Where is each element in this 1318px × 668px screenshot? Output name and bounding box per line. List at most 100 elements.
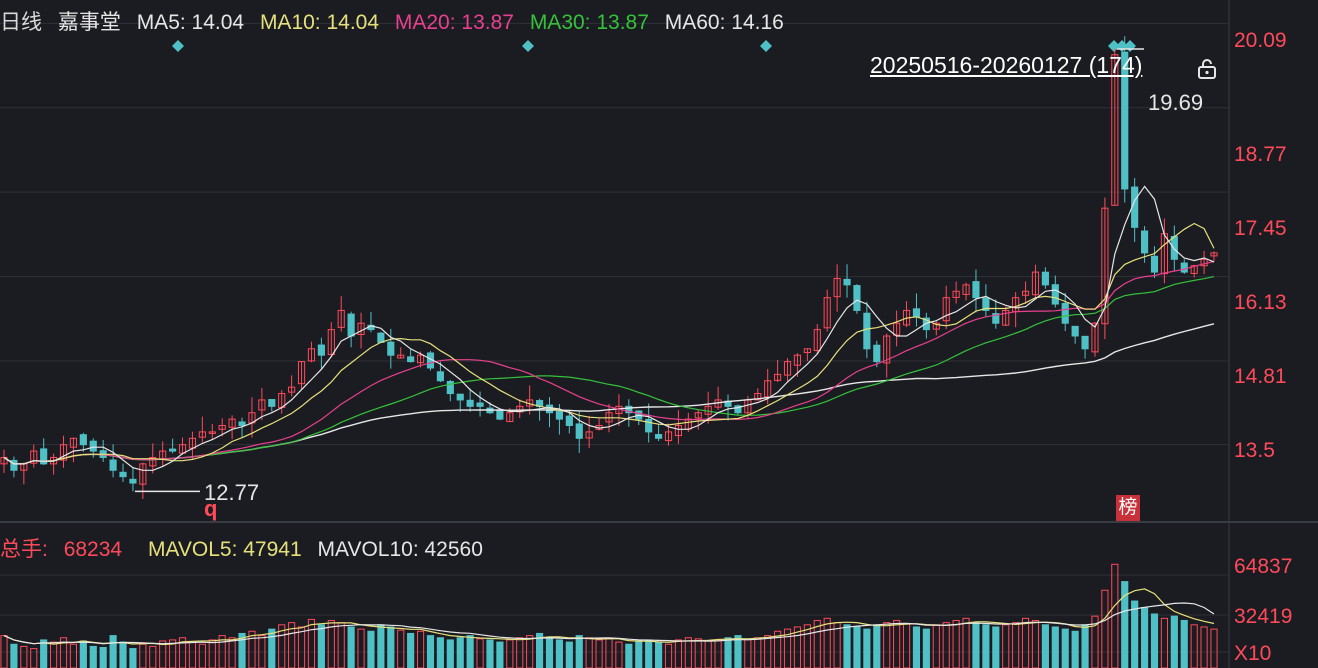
candle-body-79	[783, 361, 792, 376]
volume-bar-46	[456, 637, 464, 668]
candle-body-3	[30, 450, 38, 464]
candle-body-109	[1081, 335, 1089, 350]
candle-body-35	[347, 313, 355, 337]
candle-body-26	[258, 399, 266, 411]
candle-body-39	[387, 341, 395, 356]
period-label[interactable]: 日线	[0, 11, 42, 34]
volume-bar-73	[724, 637, 732, 668]
bang-marker[interactable]: 榜	[1116, 495, 1140, 521]
volume-bar-65	[645, 639, 653, 668]
volume-bar-89	[883, 622, 891, 668]
volume-bar-36	[357, 628, 365, 668]
candle-body-83	[823, 297, 831, 329]
volume-bar-14	[139, 643, 147, 668]
price-tick-0: 20.09	[1234, 29, 1287, 52]
volume-bar-68	[674, 639, 683, 668]
candle-body-95	[942, 297, 950, 322]
candle-body-24	[238, 421, 246, 427]
volume-tick-0: 64837	[1234, 555, 1293, 578]
candle-body-76	[754, 393, 762, 401]
candle-body-66	[655, 434, 663, 439]
volume-bar-120	[1190, 624, 1198, 668]
date-range-label[interactable]: 20250516-20260127 (174)	[870, 52, 1143, 78]
volume-bar-80	[793, 626, 802, 668]
candle-body-104	[1031, 271, 1040, 296]
ma20-label: MA20: 13.87	[394, 11, 514, 34]
high-price-label: 19.69	[1148, 90, 1204, 115]
volume-bar-109	[1081, 624, 1089, 668]
total-volume-value: 68234	[63, 538, 123, 561]
volume-bar-25	[248, 630, 256, 668]
candle-body-21	[208, 431, 216, 434]
ma60-label: MA60: 14.16	[664, 11, 784, 34]
candle-body-29	[288, 386, 296, 393]
candle-body-4	[40, 448, 48, 465]
candle-body-90	[893, 322, 901, 336]
volume-bar-27	[268, 628, 276, 668]
candle-body-9	[89, 440, 97, 452]
volume-bar-119	[1180, 619, 1188, 668]
volume-bar-49	[486, 639, 494, 668]
event-marker-0	[172, 40, 184, 52]
candle-body-51	[506, 412, 514, 423]
total-label-text: 总手:	[0, 538, 48, 561]
volume-bar-19	[188, 641, 197, 668]
ma5-label: MA5: 14.04	[136, 11, 245, 34]
candle-body-44	[436, 371, 444, 382]
volume-bar-61	[605, 638, 613, 668]
volume-bar-98	[972, 622, 980, 668]
event-marker-5	[1124, 40, 1136, 52]
volume-bar-2	[20, 645, 28, 668]
candle-body-89	[883, 335, 891, 364]
volume-bar-106	[1051, 626, 1059, 668]
candle-body-12	[119, 471, 127, 478]
volume-bar-121	[1200, 626, 1208, 668]
candle-body-45	[446, 381, 454, 395]
candle-body-14	[139, 463, 147, 485]
candle-body-110	[1091, 322, 1099, 353]
volume-bar-48	[476, 638, 484, 668]
volume-bar-75	[744, 639, 752, 668]
ma30-label: MA30: 13.87	[529, 11, 649, 34]
volume-bar-67	[664, 643, 673, 668]
candle-body-34	[337, 309, 345, 328]
volume-bar-51	[506, 639, 514, 668]
candle-body-81	[803, 348, 811, 353]
volume-bar-3	[30, 648, 38, 668]
volume-bar-107	[1061, 628, 1069, 668]
volume-bar-50	[496, 641, 504, 668]
volume-bar-115	[1140, 607, 1149, 668]
candle-body-113	[1121, 51, 1129, 190]
volume-bar-114	[1131, 600, 1139, 668]
candle-body-116	[1150, 255, 1159, 273]
candle-body-7	[69, 437, 78, 448]
candle-body-119	[1180, 262, 1188, 273]
volume-bar-10	[99, 646, 107, 668]
volume-bar-108	[1071, 630, 1079, 668]
candle-body-32	[317, 344, 325, 356]
candle-body-23	[228, 418, 236, 428]
event-marker-2	[760, 40, 772, 52]
candle-body-98	[972, 281, 980, 299]
candle-body-17	[169, 448, 177, 452]
candle-body-41	[407, 356, 415, 363]
volume-bar-76	[754, 637, 762, 668]
candle-body-11	[109, 459, 117, 471]
candle-body-57	[565, 415, 573, 427]
volume-bar-21	[208, 639, 216, 668]
candle-body-108	[1071, 325, 1079, 337]
volume-bar-60	[595, 639, 603, 668]
candle-body-8	[79, 434, 87, 446]
volume-bar-20	[198, 643, 206, 668]
candle-body-42	[416, 354, 425, 364]
candle-body-105	[1041, 271, 1049, 286]
volume-bar-52	[516, 637, 524, 668]
candle-body-22	[218, 425, 226, 430]
candle-body-65	[645, 418, 653, 433]
ma-header: 日线 嘉事堂 MA5: 14.04 MA10: 14.04 MA20: 13.8…	[0, 6, 794, 34]
q-marker[interactable]: q	[204, 496, 218, 521]
candle-body-67	[664, 431, 673, 442]
lock-icon[interactable]	[1196, 58, 1218, 80]
